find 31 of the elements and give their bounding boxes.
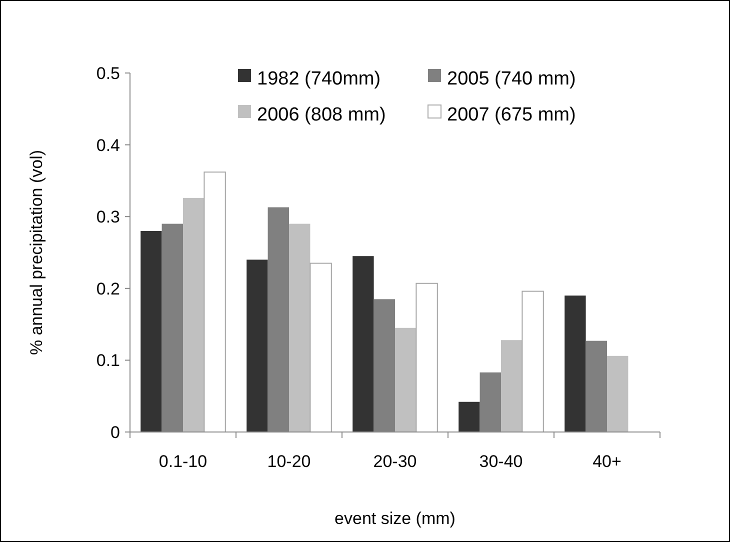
y-tick-label: 0.1: [96, 351, 120, 370]
legend-label: 2007 (675 mm): [447, 104, 576, 126]
bar: [522, 290, 544, 432]
bar: [458, 402, 480, 432]
bar: [289, 224, 310, 432]
bar: [204, 172, 226, 432]
y-tick-label: 0: [110, 422, 120, 442]
x-tick-label: 0.1-10: [158, 452, 208, 471]
y-tick-label: 0.3: [96, 208, 120, 227]
legend-label: 2006 (808 mm): [257, 104, 386, 126]
y-tick-label: 0.4: [96, 136, 120, 155]
x-tick-label: 30-40: [479, 452, 523, 471]
bar: [140, 230, 162, 432]
bar: [246, 260, 268, 432]
legend-label: 1982 (740mm): [257, 68, 381, 90]
bar: [416, 282, 438, 432]
x-tick-label: 20-30: [373, 452, 417, 471]
bar: [395, 328, 416, 432]
x-tick-label: 40+: [592, 452, 622, 471]
y-tick-label: 0.5: [96, 64, 120, 83]
bar: [607, 356, 628, 432]
x-axis-title: event size (mm): [334, 509, 456, 528]
bar: [310, 262, 332, 432]
bar: [501, 340, 522, 432]
bar: [564, 296, 586, 432]
y-axis-title: % annual precipitation (vol): [27, 150, 46, 356]
bar: [183, 198, 204, 432]
bar: [352, 256, 374, 432]
y-tick-label: 0.2: [96, 279, 120, 298]
x-tick-label: 10-20: [267, 452, 311, 471]
legend-label: 2005 (740 mm): [447, 68, 576, 90]
